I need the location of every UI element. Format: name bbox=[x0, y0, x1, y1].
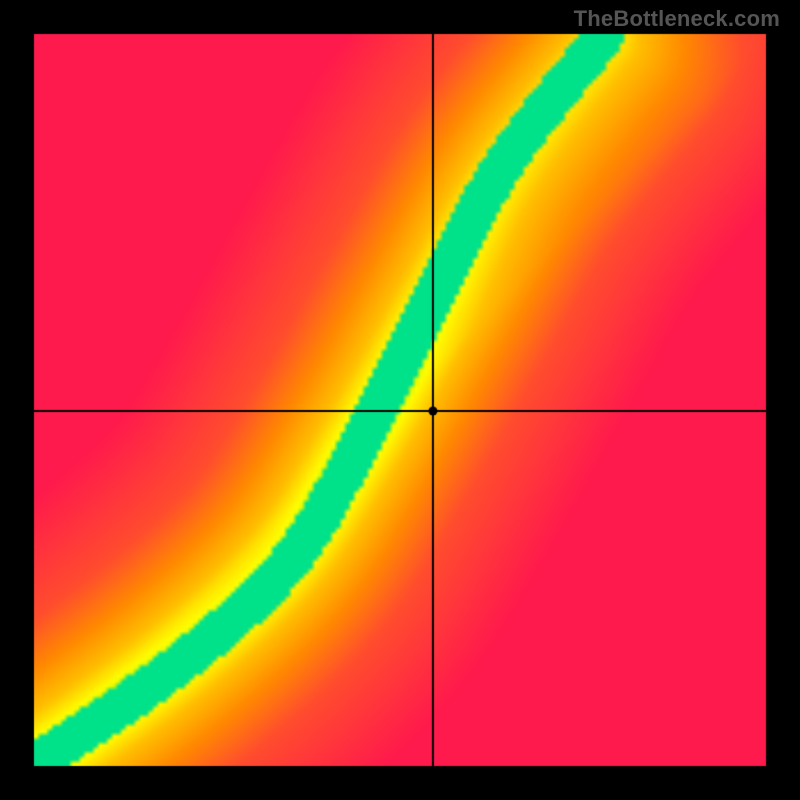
bottleneck-heatmap-canvas bbox=[0, 0, 800, 800]
watermark-label: TheBottleneck.com bbox=[574, 6, 780, 32]
chart-container: TheBottleneck.com bbox=[0, 0, 800, 800]
